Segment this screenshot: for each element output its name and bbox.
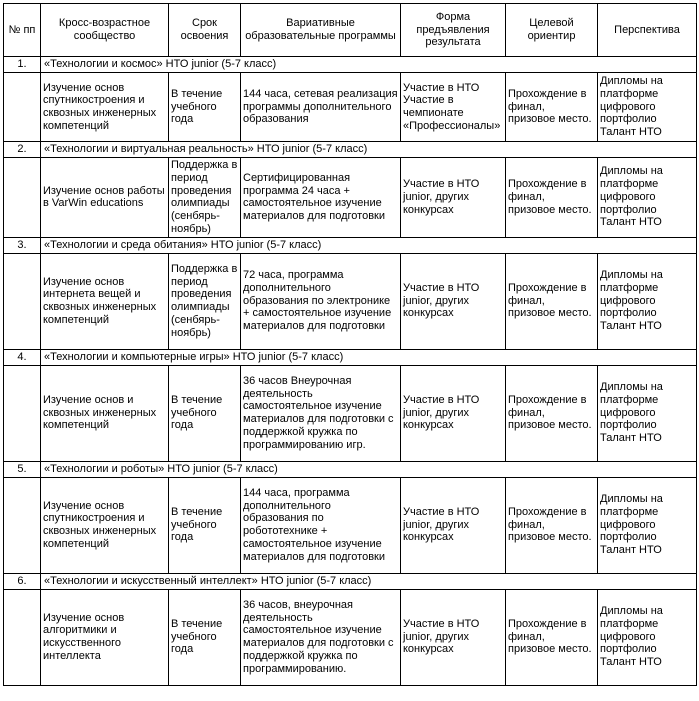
- target-cell: Прохождение в финал, призовое место.: [505, 252, 598, 350]
- perspective-cell: Дипломы на платформе цифрового портфолио…: [597, 157, 697, 238]
- programs-cell: 144 часа, программа дополнительного обра…: [240, 476, 401, 574]
- header-num: № пп: [3, 3, 41, 57]
- result-form-cell: Участие в НТО Участие в чемпионате «Проф…: [400, 72, 506, 142]
- result-form-cell: Участие в НТО junior, других конкурсах: [400, 476, 506, 574]
- header-programs: Вариативные образовательные программы: [240, 3, 401, 57]
- community-cell: Изучение основ и сквозных инженерных ком…: [40, 364, 169, 462]
- header-target: Целевой ориентир: [505, 3, 598, 57]
- section-number: 3.: [3, 236, 41, 254]
- perspective-cell: Дипломы на платформе цифрового портфолио…: [597, 252, 697, 350]
- empty-num-cell: [3, 588, 41, 686]
- header-community: Кросс-возрастное сообщество: [40, 3, 169, 57]
- section-5-title-row: 5. «Технологии и роботы» НТО junior (5-7…: [3, 460, 697, 478]
- section-2-content-row: Изучение основ работы в VarWin education…: [3, 157, 697, 238]
- perspective-cell: Дипломы на платформе цифрового портфолио…: [597, 588, 697, 686]
- header-term: Срок освоения: [168, 3, 241, 57]
- empty-num-cell: [3, 157, 41, 238]
- section-3-title-row: 3. «Технологии и среда обитания» НТО jun…: [3, 236, 697, 254]
- programs-cell: 144 часа, сетевая реализация программы д…: [240, 72, 401, 142]
- section-title: «Технологии и роботы» НТО junior (5-7 кл…: [40, 460, 697, 478]
- table-header-row: № пп Кросс-возрастное сообщество Срок ос…: [3, 3, 697, 57]
- empty-num-cell: [3, 476, 41, 574]
- section-1-title-row: 1. «Технологии и космос» НТО junior (5-7…: [3, 56, 697, 73]
- term-cell: Поддержка в период проведения олимпиады …: [168, 157, 241, 238]
- section-3-content-row: Изучение основ интернета вещей и сквозны…: [3, 252, 697, 350]
- section-1-content-row: Изучение основ спутникостроения и сквозн…: [3, 72, 697, 142]
- header-perspective: Перспектива: [597, 3, 697, 57]
- community-cell: Изучение основ спутникостроения и сквозн…: [40, 476, 169, 574]
- section-number: 4.: [3, 348, 41, 366]
- section-4-content-row: Изучение основ и сквозных инженерных ком…: [3, 364, 697, 462]
- result-form-cell: Участие в НТО junior, других конкурсах: [400, 364, 506, 462]
- section-5-content-row: Изучение основ спутникостроения и сквозн…: [3, 476, 697, 574]
- term-cell: В течение учебного года: [168, 72, 241, 142]
- section-title: «Технологии и космос» НТО junior (5-7 кл…: [40, 56, 697, 73]
- empty-num-cell: [3, 72, 41, 142]
- target-cell: Прохождение в финал, призовое место.: [505, 476, 598, 574]
- perspective-cell: Дипломы на платформе цифрового портфолио…: [597, 364, 697, 462]
- programs-cell: 36 часов, внеурочная деятельность самост…: [240, 588, 401, 686]
- community-cell: Изучение основ интернета вещей и сквозны…: [40, 252, 169, 350]
- term-cell: В течение учебного года: [168, 476, 241, 574]
- section-6-title-row: 6. «Технологии и искусственный интеллект…: [3, 572, 697, 590]
- empty-num-cell: [3, 364, 41, 462]
- programs-cell: 36 часов Внеурочная деятельность самосто…: [240, 364, 401, 462]
- empty-num-cell: [3, 252, 41, 350]
- section-title: «Технологии и виртуальная реальность» НТ…: [40, 141, 697, 158]
- community-cell: Изучение основ спутникостроения и сквозн…: [40, 72, 169, 142]
- result-form-cell: Участие в НТО junior, других конкурсах: [400, 252, 506, 350]
- target-cell: Прохождение в финал, призовое место.: [505, 364, 598, 462]
- section-title: «Технологии и искусственный интеллект» Н…: [40, 572, 697, 590]
- section-number: 2.: [3, 141, 41, 158]
- programs-cell: 72 часа, программа дополнительного образ…: [240, 252, 401, 350]
- perspective-cell: Дипломы на платформе цифрового портфолио…: [597, 476, 697, 574]
- programs-cell: Сертифицированная программа 24 часа + са…: [240, 157, 401, 238]
- target-cell: Прохождение в финал, призовое место.: [505, 588, 598, 686]
- result-form-cell: Участие в НТО junior, других конкурсах: [400, 157, 506, 238]
- header-result-form: Форма предъявления результата: [400, 3, 506, 57]
- term-cell: В течение учебного года: [168, 364, 241, 462]
- term-cell: В течение учебного года: [168, 588, 241, 686]
- perspective-cell: Дипломы на платформе цифрового портфолио…: [597, 72, 697, 142]
- section-4-title-row: 4. «Технологии и компьютерные игры» НТО …: [3, 348, 697, 366]
- term-cell: Поддержка в период проведения олимпиады …: [168, 252, 241, 350]
- community-cell: Изучение основ работы в VarWin education…: [40, 157, 169, 238]
- section-title: «Технологии и среда обитания» НТО junior…: [40, 236, 697, 254]
- programs-table: № пп Кросс-возрастное сообщество Срок ос…: [3, 3, 697, 686]
- section-6-content-row: Изучение основ алгоритмики и искусственн…: [3, 588, 697, 686]
- community-cell: Изучение основ алгоритмики и искусственн…: [40, 588, 169, 686]
- section-number: 6.: [3, 572, 41, 590]
- target-cell: Прохождение в финал, призовое место.: [505, 157, 598, 238]
- section-number: 1.: [3, 56, 41, 73]
- result-form-cell: Участие в НТО junior, других конкурсах: [400, 588, 506, 686]
- section-2-title-row: 2. «Технологии и виртуальная реальность»…: [3, 141, 697, 158]
- target-cell: Прохождение в финал, призовое место.: [505, 72, 598, 142]
- section-title: «Технологии и компьютерные игры» НТО jun…: [40, 348, 697, 366]
- section-number: 5.: [3, 460, 41, 478]
